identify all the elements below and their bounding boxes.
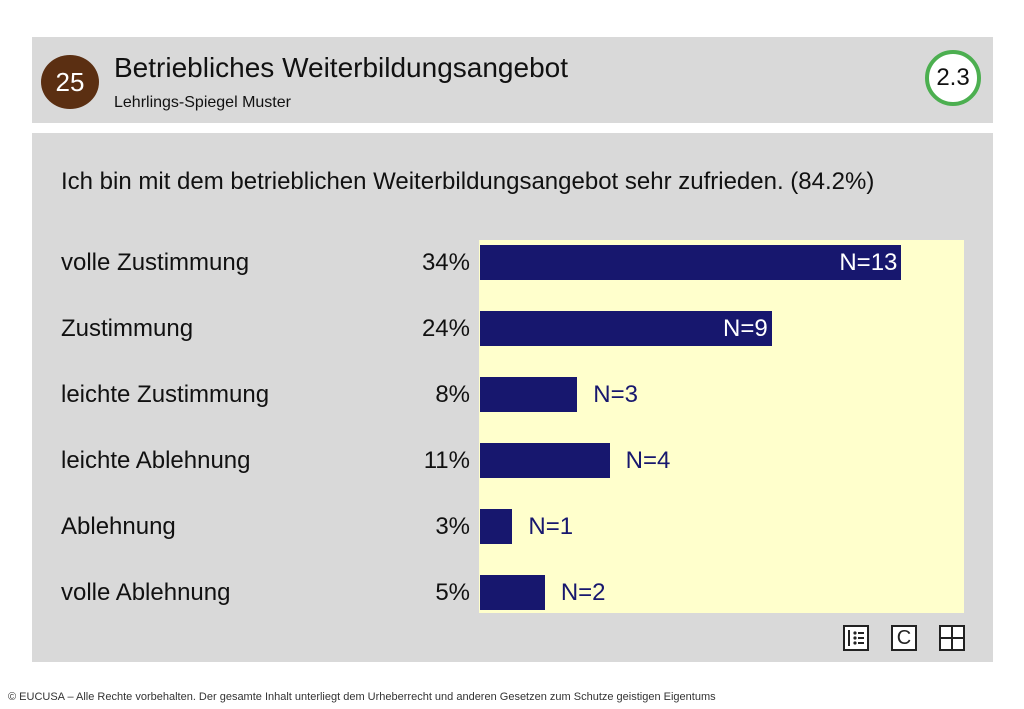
n-count-label: N=13 [839, 249, 898, 276]
grid-icon[interactable] [939, 625, 965, 651]
bar [480, 509, 513, 544]
category-label: Zustimmung [61, 315, 194, 342]
category-label: Ablehnung [61, 513, 176, 540]
section-number-badge: 2.3 [925, 50, 981, 106]
n-count-label: N=2 [560, 579, 606, 606]
header-panel [32, 37, 993, 123]
page-subtitle: Lehrlings-Spiegel Muster [114, 94, 291, 111]
chart-plot-area [479, 240, 964, 613]
chart-title: Ich bin mit dem betrieblichen Weiterbild… [61, 168, 875, 195]
copyright-footer: © EUCUSA – Alle Rechte vorbehalten. Der … [8, 691, 716, 703]
percent-label: 24% [421, 315, 470, 342]
bar [480, 311, 772, 346]
category-label: volle Ablehnung [61, 579, 231, 606]
page-title: Betriebliches Weiterbildungsangebot [114, 52, 568, 83]
percent-label: 11% [423, 447, 470, 474]
bar [480, 443, 610, 478]
list-icon[interactable] [843, 625, 869, 651]
c-icon[interactable]: C [891, 625, 917, 651]
bar [480, 245, 902, 280]
n-count-label: N=9 [723, 315, 768, 342]
page-number-badge: 25 [41, 55, 99, 109]
percent-label: 3% [435, 513, 470, 540]
bar [480, 575, 545, 610]
n-count-label: N=4 [625, 447, 671, 474]
percent-label: 8% [435, 381, 470, 408]
bar [480, 377, 578, 412]
percent-label: 5% [435, 579, 470, 606]
category-label: volle Zustimmung [61, 249, 250, 276]
percent-label: 34% [421, 249, 470, 276]
category-label: leichte Zustimmung [61, 381, 270, 408]
category-label: leichte Ablehnung [61, 447, 251, 474]
n-count-label: N=1 [528, 513, 574, 540]
n-count-label: N=3 [593, 381, 638, 408]
